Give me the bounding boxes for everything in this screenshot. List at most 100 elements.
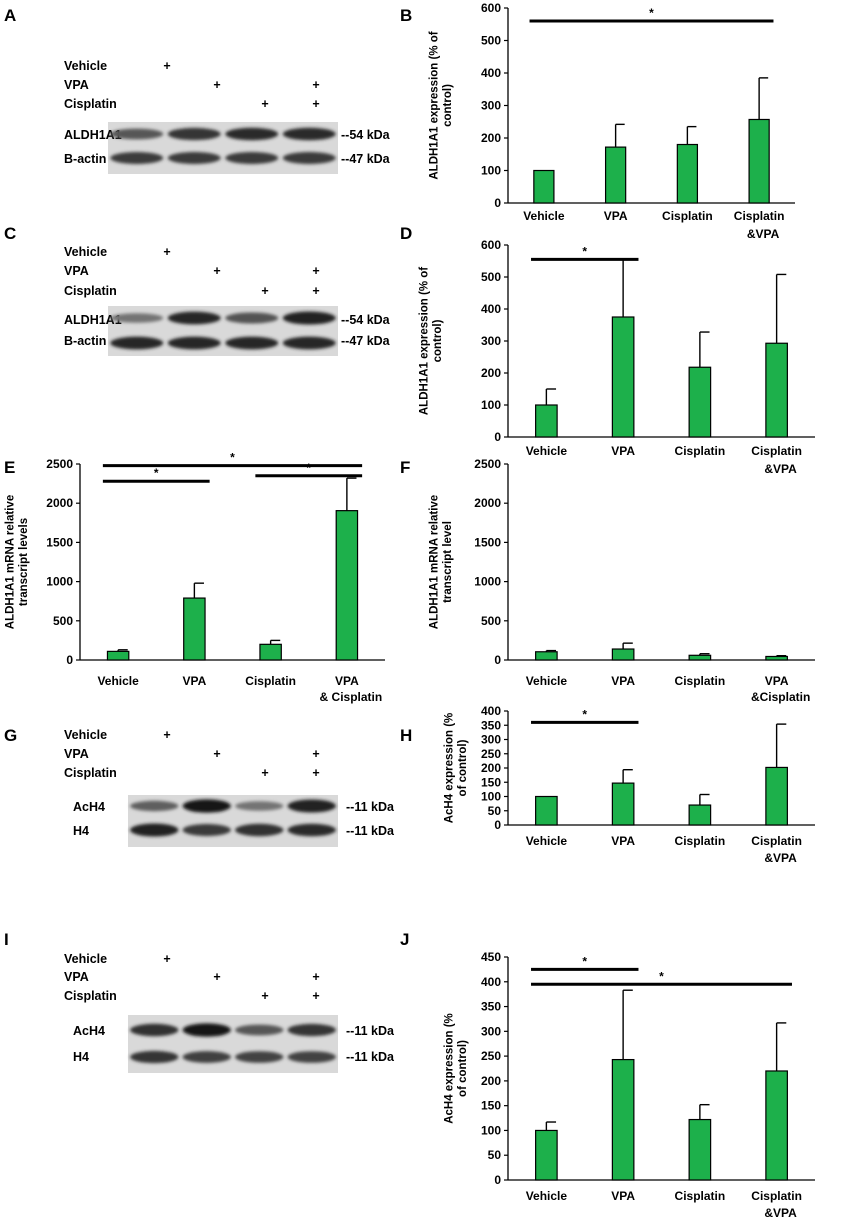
y-tick-label: 300 (481, 99, 501, 113)
significance-star: * (649, 6, 654, 20)
bar (535, 1129, 558, 1181)
blot-band (287, 1051, 336, 1063)
x-tick-label: Cisplatin (751, 1189, 802, 1203)
kda-marker: --11 kDa (346, 824, 395, 838)
chart-j: J 0 50 100 150 200 250 300 350 400 450 AcH4 express… (400, 930, 815, 1220)
plus-sign: + (163, 59, 170, 73)
x-tick-label: VPA (611, 1189, 635, 1203)
blot-band (287, 1023, 336, 1037)
significance-star: * (582, 707, 587, 721)
blot-band (182, 824, 231, 836)
x-tick-label: &VPA (764, 462, 797, 476)
blot-panel-i: I Vehicle + VPA + + Cisplatin + + AcH4 --11 kDa H4 -… (4, 930, 395, 1073)
blot-panel-g: G Vehicle + VPA + + Cisplatin + + AcH4 --11 kDa H4 -… (4, 726, 395, 847)
bar (106, 650, 130, 661)
bar (535, 651, 558, 661)
band-label: ALDH1A1 (64, 128, 122, 142)
panel-label: H (400, 726, 412, 745)
y-tick-label: 150 (481, 1099, 501, 1113)
y-tick-label: 0 (494, 818, 501, 832)
panel-label: B (400, 6, 412, 25)
x-tick-label: VPA (604, 209, 628, 223)
condition-label: VPA (64, 747, 89, 761)
condition-label: Vehicle (64, 59, 107, 73)
blot-band (110, 128, 164, 140)
y-tick-label: 200 (481, 761, 501, 775)
significance-star: * (306, 461, 311, 475)
blot-band (167, 152, 221, 164)
condition-label: Vehicle (64, 245, 107, 259)
y-axis-label-line: AcH4 expression (% (444, 1013, 456, 1124)
blot-membrane (128, 1015, 338, 1073)
y-tick-label: 0 (66, 653, 73, 667)
blot-band (225, 127, 279, 141)
x-tick-label: Vehicle (526, 444, 568, 458)
y-tick-label: 250 (481, 1049, 501, 1063)
x-tick-label: Cisplatin (751, 444, 802, 458)
y-axis-label-line: of control) (457, 739, 469, 796)
x-tick-label: Vehicle (523, 209, 565, 223)
blot-band (225, 336, 279, 350)
kda-marker: --11 kDa (346, 800, 395, 814)
bar (611, 648, 635, 661)
y-axis-label: ALDH1A1 mRNA relativetranscript levels (5, 495, 30, 629)
band-label: H4 (73, 1050, 89, 1064)
significance-star: * (659, 969, 664, 983)
bar (688, 804, 712, 826)
blot-band (110, 313, 164, 323)
blot-band (182, 1051, 231, 1063)
significance-star: * (230, 451, 235, 465)
bar (611, 1058, 635, 1181)
kda-marker: --54 kDa (341, 128, 391, 142)
x-tick-label: &VPA (747, 227, 780, 241)
y-tick-label: 50 (488, 1148, 502, 1162)
x-tick-label: VPA (765, 674, 789, 688)
chart-f: F 0 500 1000 1500 2000 2500 ALDH1A1 mRNA relati… (400, 457, 815, 704)
y-tick-label: 450 (481, 950, 501, 964)
blot-band (130, 1050, 179, 1064)
x-tick-label: &VPA (764, 851, 797, 865)
plus-sign: + (312, 78, 319, 92)
plus-sign: + (163, 245, 170, 259)
panel-label: F (400, 458, 410, 477)
condition-label: VPA (64, 78, 89, 92)
y-tick-label: 250 (481, 747, 501, 761)
y-tick-label: 500 (481, 614, 501, 628)
y-tick-label: 500 (481, 270, 501, 284)
y-tick-label: 2500 (474, 457, 501, 471)
blot-panel-c: C Vehicle + VPA + + Cisplatin + + ALDH1A1 --54 kDa… (4, 224, 391, 356)
y-axis-label-line: AcH4 expression (% (444, 713, 456, 824)
x-tick-label: VPA (611, 834, 635, 848)
y-tick-label: 400 (481, 66, 501, 80)
bar (688, 654, 712, 661)
y-tick-label: 600 (481, 1, 501, 15)
kda-marker: --11 kDa (346, 1024, 395, 1038)
y-axis-label: ALDH1A1 expression (% ofcontrol) (419, 267, 444, 415)
bar (604, 146, 627, 204)
x-tick-label: Cisplatin (751, 834, 802, 848)
bar (611, 316, 635, 438)
bar (335, 510, 359, 661)
blot-band (167, 311, 221, 325)
plus-sign: + (213, 747, 220, 761)
bar (765, 655, 788, 661)
significance-star: * (154, 466, 159, 480)
y-axis-label: ALDH1A1 mRNA relativetranscript level (429, 495, 454, 629)
x-tick-label: VPA (182, 674, 206, 688)
y-tick-label: 50 (488, 804, 502, 818)
panel-label: C (4, 224, 16, 243)
bar (688, 366, 712, 438)
x-tick-label: Vehicle (526, 834, 568, 848)
blot-band (282, 336, 336, 350)
y-tick-label: 200 (481, 366, 501, 380)
y-tick-label: 100 (481, 1123, 501, 1137)
x-tick-label: VPA (335, 674, 359, 688)
x-tick-label: VPA (611, 444, 635, 458)
condition-label: Vehicle (64, 952, 107, 966)
y-axis-label-line: of control) (457, 1040, 469, 1097)
plus-sign: + (213, 970, 220, 984)
y-tick-label: 300 (481, 1024, 501, 1038)
x-tick-label: Cisplatin (245, 674, 296, 688)
kda-marker: --47 kDa (341, 334, 391, 348)
